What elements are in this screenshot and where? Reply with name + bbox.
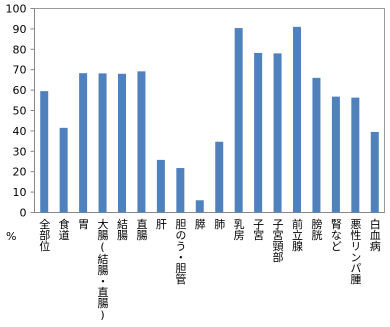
- y-tick-label: 40: [13, 125, 27, 138]
- bar: [254, 52, 263, 213]
- y-tick-label: 100: [6, 3, 27, 16]
- x-tick-label: 肝: [154, 218, 167, 229]
- y-tick-label: 20: [13, 166, 27, 179]
- y-axis-title: %: [6, 230, 16, 243]
- y-tick-label: 60: [13, 84, 27, 97]
- x-tick-label: 白血病: [368, 217, 381, 252]
- y-tick-label: 70: [13, 64, 27, 77]
- y-tick-label: 50: [13, 105, 27, 118]
- y-tick-label: 30: [13, 145, 27, 158]
- x-tick-label: 食道: [57, 217, 70, 240]
- bar: [370, 131, 379, 213]
- bar: [331, 96, 340, 213]
- x-tick-label: 膀胱: [310, 217, 323, 241]
- bar: [137, 71, 146, 213]
- y-tick-label: 80: [13, 43, 27, 56]
- bar: [215, 141, 224, 213]
- x-tick-label: 直腸: [135, 217, 148, 241]
- bar: [79, 73, 88, 213]
- x-tick-label: 子宮頸部: [271, 218, 284, 262]
- x-tick-label: 結腸: [116, 217, 129, 241]
- x-tick-label: 腎など: [329, 218, 342, 251]
- bar: [98, 73, 107, 213]
- bar: [59, 127, 68, 213]
- bar: [312, 77, 321, 213]
- bar: [40, 91, 49, 213]
- bar: [195, 200, 204, 213]
- y-tick-label: 0: [20, 207, 27, 220]
- x-tick-label: 乳房: [232, 218, 245, 241]
- bar: [293, 26, 301, 213]
- bar: [156, 159, 165, 213]
- x-tick-label: 大腸(結腸・直腸): [96, 217, 109, 321]
- x-tick-label: 悪性リンパ腫: [349, 218, 362, 285]
- bar: [118, 73, 126, 213]
- bar: [176, 168, 185, 213]
- bar: [234, 28, 243, 213]
- x-tick-label: 肺: [213, 218, 226, 230]
- y-tick-label: 90: [13, 23, 27, 36]
- x-tick-label: 子宮: [252, 218, 265, 241]
- bar: [273, 53, 282, 213]
- y-tick-label: 10: [13, 186, 27, 199]
- x-tick-label: 前立腺: [291, 217, 304, 252]
- x-tick-label: 胆のう・胆管: [174, 218, 187, 285]
- bar: [351, 97, 360, 213]
- x-tick-label: 全部位: [38, 217, 51, 251]
- x-tick-label: 膵: [193, 218, 206, 230]
- x-tick-label: 胃: [77, 218, 90, 230]
